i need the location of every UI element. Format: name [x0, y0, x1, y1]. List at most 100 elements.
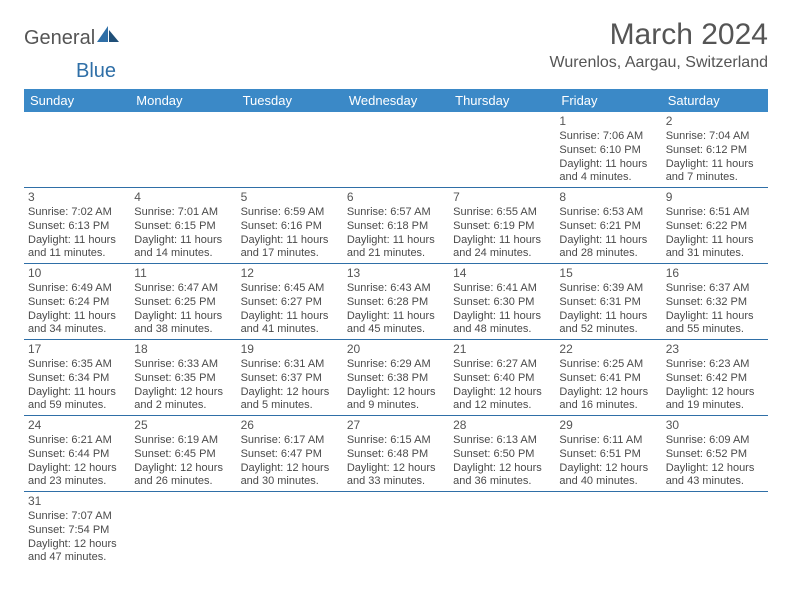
- weekday-header: Monday: [130, 89, 236, 112]
- day-detail: Sunset: 6:45 PM: [134, 448, 232, 462]
- day-detail: and 52 minutes.: [559, 323, 657, 337]
- day-detail: Daylight: 12 hours: [134, 386, 232, 400]
- day-number: 4: [134, 190, 232, 205]
- day-detail: Sunset: 6:22 PM: [666, 220, 764, 234]
- day-detail: Daylight: 11 hours: [241, 310, 339, 324]
- day-detail: Sunset: 6:25 PM: [134, 296, 232, 310]
- day-detail: Sunrise: 6:21 AM: [28, 434, 126, 448]
- calendar-day-cell: 8Sunrise: 6:53 AMSunset: 6:21 PMDaylight…: [555, 188, 661, 264]
- day-detail: Sunset: 6:21 PM: [559, 220, 657, 234]
- day-number: 28: [453, 418, 551, 433]
- calendar-week-row: 1Sunrise: 7:06 AMSunset: 6:10 PMDaylight…: [24, 112, 768, 188]
- calendar-day-cell: 2Sunrise: 7:04 AMSunset: 6:12 PMDaylight…: [662, 112, 768, 188]
- day-detail: and 40 minutes.: [559, 475, 657, 489]
- day-detail: and 43 minutes.: [666, 475, 764, 489]
- calendar-day-cell: 20Sunrise: 6:29 AMSunset: 6:38 PMDayligh…: [343, 340, 449, 416]
- day-detail: Daylight: 12 hours: [347, 386, 445, 400]
- month-title: March 2024: [550, 18, 768, 52]
- day-detail: Sunset: 6:52 PM: [666, 448, 764, 462]
- day-detail: Sunset: 6:18 PM: [347, 220, 445, 234]
- calendar-day-cell: 31Sunrise: 7:07 AMSunset: 7:54 PMDayligh…: [24, 492, 130, 568]
- day-detail: Sunset: 6:24 PM: [28, 296, 126, 310]
- brand-blue: Blue: [76, 60, 116, 83]
- day-number: 25: [134, 418, 232, 433]
- day-detail: Sunrise: 7:06 AM: [559, 130, 657, 144]
- day-detail: Sunset: 6:15 PM: [134, 220, 232, 234]
- calendar-empty-cell: [130, 112, 236, 188]
- day-detail: and 55 minutes.: [666, 323, 764, 337]
- day-number: 14: [453, 266, 551, 281]
- day-detail: Sunrise: 7:02 AM: [28, 206, 126, 220]
- day-detail: Sunset: 6:37 PM: [241, 372, 339, 386]
- day-number: 24: [28, 418, 126, 433]
- day-detail: Sunrise: 6:35 AM: [28, 358, 126, 372]
- day-detail: Sunset: 7:54 PM: [28, 524, 126, 538]
- day-detail: Daylight: 11 hours: [453, 234, 551, 248]
- day-detail: Sunset: 6:27 PM: [241, 296, 339, 310]
- day-number: 1: [559, 114, 657, 129]
- day-detail: Sunset: 6:13 PM: [28, 220, 126, 234]
- day-detail: Sunset: 6:10 PM: [559, 144, 657, 158]
- day-detail: Daylight: 11 hours: [28, 310, 126, 324]
- sail-icon: [97, 26, 119, 51]
- day-detail: Daylight: 11 hours: [666, 234, 764, 248]
- weekday-header: Thursday: [449, 89, 555, 112]
- day-number: 12: [241, 266, 339, 281]
- day-detail: Sunset: 6:41 PM: [559, 372, 657, 386]
- day-detail: Sunrise: 6:53 AM: [559, 206, 657, 220]
- day-detail: and 24 minutes.: [453, 247, 551, 261]
- day-detail: and 48 minutes.: [453, 323, 551, 337]
- day-detail: Daylight: 11 hours: [28, 234, 126, 248]
- calendar-empty-cell: [343, 112, 449, 188]
- day-detail: Sunrise: 6:57 AM: [347, 206, 445, 220]
- calendar-empty-cell: [662, 492, 768, 568]
- day-detail: Sunrise: 6:51 AM: [666, 206, 764, 220]
- day-detail: Sunset: 6:44 PM: [28, 448, 126, 462]
- calendar-table: SundayMondayTuesdayWednesdayThursdayFrid…: [24, 89, 768, 567]
- day-detail: Daylight: 11 hours: [347, 310, 445, 324]
- day-number: 30: [666, 418, 764, 433]
- day-detail: and 23 minutes.: [28, 475, 126, 489]
- day-detail: Daylight: 11 hours: [134, 310, 232, 324]
- day-detail: Sunrise: 6:25 AM: [559, 358, 657, 372]
- calendar-day-cell: 25Sunrise: 6:19 AMSunset: 6:45 PMDayligh…: [130, 416, 236, 492]
- calendar-header-row: SundayMondayTuesdayWednesdayThursdayFrid…: [24, 89, 768, 112]
- day-detail: Sunrise: 6:33 AM: [134, 358, 232, 372]
- day-detail: Sunset: 6:12 PM: [666, 144, 764, 158]
- day-detail: and 26 minutes.: [134, 475, 232, 489]
- day-number: 31: [28, 494, 126, 509]
- day-detail: and 7 minutes.: [666, 171, 764, 185]
- calendar-empty-cell: [24, 112, 130, 188]
- day-detail: Sunset: 6:38 PM: [347, 372, 445, 386]
- day-detail: Daylight: 12 hours: [666, 386, 764, 400]
- day-detail: Sunrise: 6:41 AM: [453, 282, 551, 296]
- calendar-day-cell: 4Sunrise: 7:01 AMSunset: 6:15 PMDaylight…: [130, 188, 236, 264]
- weekday-header: Sunday: [24, 89, 130, 112]
- day-detail: Sunrise: 6:17 AM: [241, 434, 339, 448]
- calendar-day-cell: 3Sunrise: 7:02 AMSunset: 6:13 PMDaylight…: [24, 188, 130, 264]
- day-detail: Sunrise: 6:11 AM: [559, 434, 657, 448]
- day-detail: Sunset: 6:35 PM: [134, 372, 232, 386]
- day-number: 7: [453, 190, 551, 205]
- day-detail: Daylight: 12 hours: [28, 538, 126, 552]
- day-number: 13: [347, 266, 445, 281]
- day-number: 11: [134, 266, 232, 281]
- calendar-day-cell: 24Sunrise: 6:21 AMSunset: 6:44 PMDayligh…: [24, 416, 130, 492]
- day-detail: Sunrise: 6:43 AM: [347, 282, 445, 296]
- day-detail: and 21 minutes.: [347, 247, 445, 261]
- day-detail: and 41 minutes.: [241, 323, 339, 337]
- brand-logo: General: [24, 26, 119, 51]
- calendar-day-cell: 15Sunrise: 6:39 AMSunset: 6:31 PMDayligh…: [555, 264, 661, 340]
- day-detail: Sunset: 6:47 PM: [241, 448, 339, 462]
- day-number: 17: [28, 342, 126, 357]
- calendar-day-cell: 27Sunrise: 6:15 AMSunset: 6:48 PMDayligh…: [343, 416, 449, 492]
- day-detail: and 12 minutes.: [453, 399, 551, 413]
- day-detail: Daylight: 11 hours: [559, 158, 657, 172]
- day-detail: Sunrise: 6:37 AM: [666, 282, 764, 296]
- calendar-empty-cell: [449, 492, 555, 568]
- weekday-header: Tuesday: [237, 89, 343, 112]
- calendar-week-row: 10Sunrise: 6:49 AMSunset: 6:24 PMDayligh…: [24, 264, 768, 340]
- day-detail: Sunrise: 6:09 AM: [666, 434, 764, 448]
- day-detail: Daylight: 12 hours: [666, 462, 764, 476]
- title-block: March 2024 Wurenlos, Aargau, Switzerland: [550, 18, 768, 72]
